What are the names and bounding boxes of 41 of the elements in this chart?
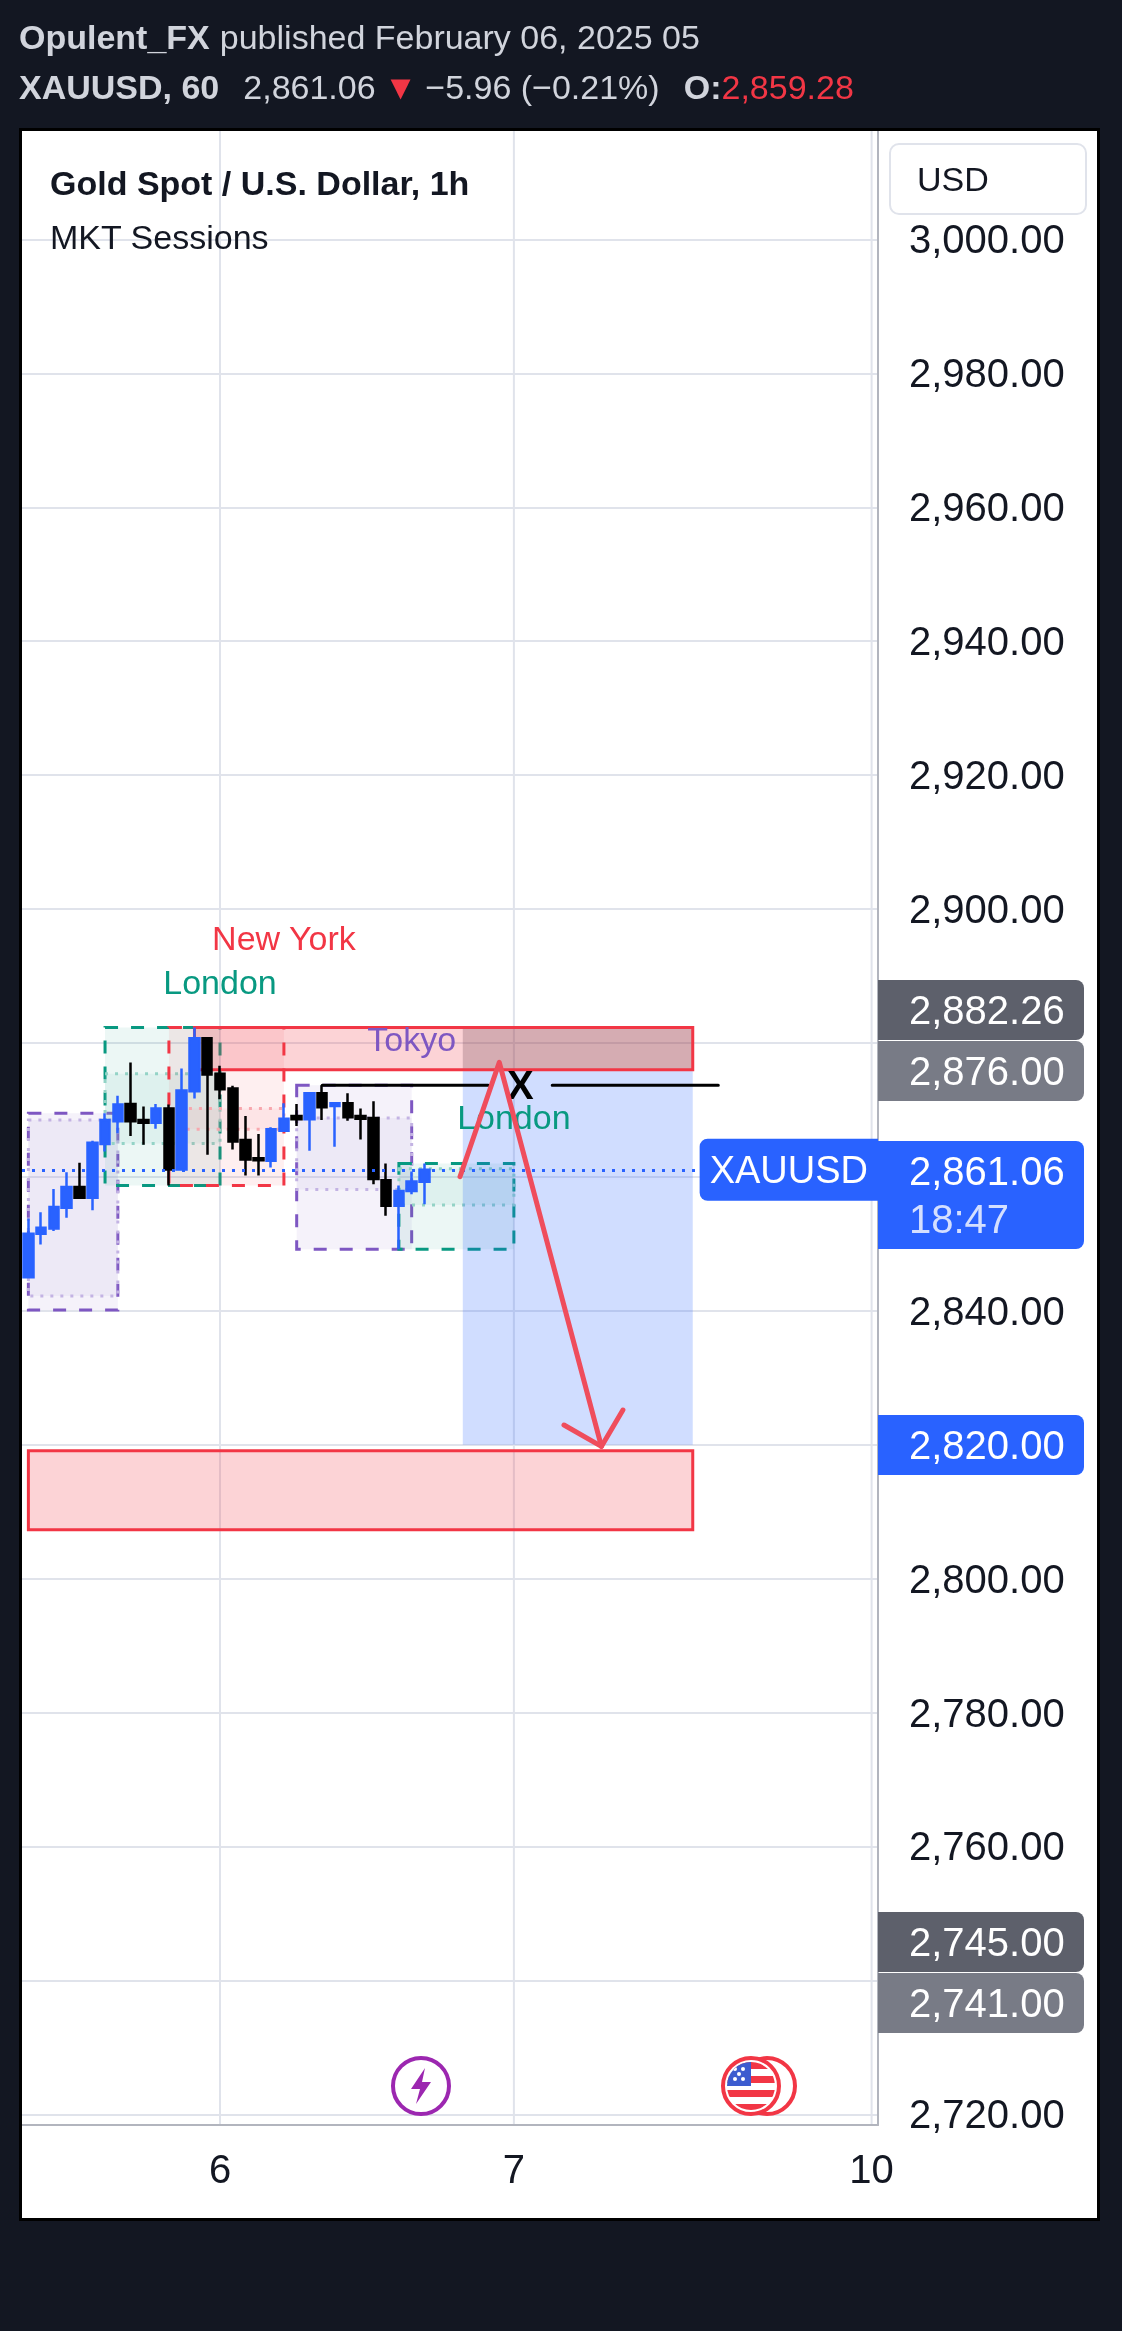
candlestick [290,1102,303,1128]
candlestick [150,1102,162,1130]
text: 2,861.06 18:47 [909,1148,1066,1243]
y-tick-label: 2,940.00 [909,619,1065,664]
y-tick-label: 2,840.00 [909,1288,1065,1333]
legend-label: Tokyo [367,1020,457,1059]
text: published February 06, 2025 05 [219,17,700,58]
text: 2,882.26 [909,987,1066,1034]
currency-button: USD [889,143,1087,215]
text: 2,820.00 [909,1422,1066,1469]
y-tick-label: 2,920.00 [909,753,1065,798]
text: XAUUSD, 60 [19,67,220,108]
text: −5.96 (−0.21%) [425,67,660,108]
y-tick-label: 2,780.00 [909,1690,1065,1735]
candlestick [73,1161,86,1199]
text: 2,745.00 [909,1919,1066,1966]
y-tick-label: 2,900.00 [909,887,1065,932]
candlestick [329,1101,341,1148]
x-tick-label: 7 [502,2147,526,2191]
text: ▼ [383,67,418,108]
text: Opulent_FX [19,17,210,58]
text: 2,741.00 [909,1980,1066,2027]
y-tick-label: 2,800.00 [909,1556,1065,1601]
text: 2,859.28 [721,67,854,108]
text: 2,861.06 [243,67,376,108]
y-tick-label: 2,960.00 [909,485,1065,530]
text: Gold Spot / U.S. Dollar, 1h [50,164,470,202]
legend-label: London [163,962,277,1001]
ref-line-label: XAUUSD [709,1148,869,1191]
y-tick-label: 3,000.00 [909,217,1065,262]
text: O: [683,67,722,108]
candlestick [163,1103,175,1187]
y-tick-label: 2,980.00 [909,351,1065,396]
y-tick-label: 2,720.00 [909,2092,1065,2137]
y-tick-label: 2,760.00 [909,1824,1065,1869]
candlestick [303,1091,316,1153]
legend-label: New York [212,918,357,957]
text: MKT Sessions [50,218,269,256]
x-tick-label: 10 [849,2147,894,2191]
x-tick-label: 6 [208,2147,232,2191]
text: 2,876.00 [909,1048,1066,1095]
